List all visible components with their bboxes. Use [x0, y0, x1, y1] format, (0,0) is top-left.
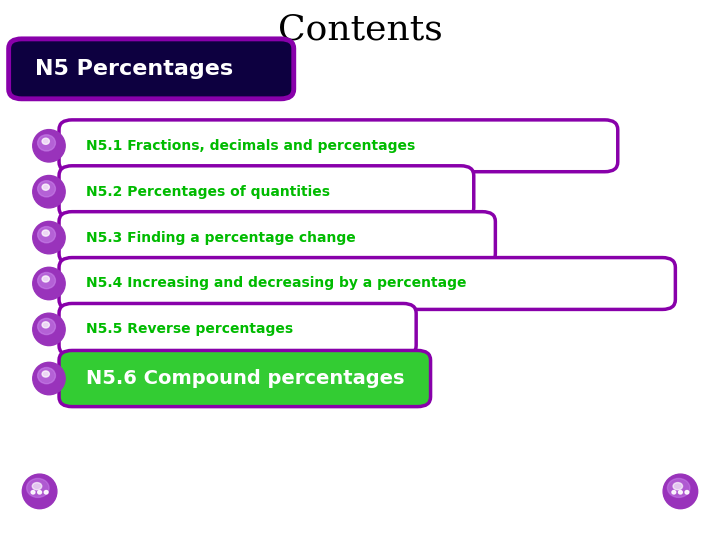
Ellipse shape [37, 227, 55, 243]
FancyBboxPatch shape [9, 39, 294, 99]
Text: N5.5 Reverse percentages: N5.5 Reverse percentages [86, 322, 294, 336]
Text: Contents: Contents [278, 13, 442, 46]
Ellipse shape [37, 490, 42, 494]
FancyBboxPatch shape [59, 258, 675, 309]
Ellipse shape [44, 490, 48, 494]
Ellipse shape [663, 474, 698, 509]
Ellipse shape [42, 322, 50, 328]
Ellipse shape [33, 267, 65, 300]
Ellipse shape [37, 181, 55, 197]
Ellipse shape [672, 490, 676, 494]
Text: N5.3 Finding a percentage change: N5.3 Finding a percentage change [86, 231, 356, 245]
FancyBboxPatch shape [59, 212, 495, 264]
Ellipse shape [33, 130, 65, 162]
Ellipse shape [42, 184, 50, 190]
Text: N5.2 Percentages of quantities: N5.2 Percentages of quantities [86, 185, 330, 199]
Ellipse shape [42, 276, 50, 282]
Ellipse shape [37, 319, 55, 335]
Ellipse shape [37, 368, 55, 384]
Text: N5.4 Increasing and decreasing by a percentage: N5.4 Increasing and decreasing by a perc… [86, 276, 467, 291]
FancyBboxPatch shape [59, 350, 431, 407]
Ellipse shape [33, 176, 65, 208]
Text: N5 Percentages: N5 Percentages [35, 59, 233, 79]
Ellipse shape [27, 478, 49, 497]
Ellipse shape [42, 371, 50, 377]
Ellipse shape [37, 135, 55, 151]
Ellipse shape [37, 273, 55, 289]
FancyBboxPatch shape [59, 303, 416, 355]
Ellipse shape [31, 490, 35, 494]
Text: N5.1 Fractions, decimals and percentages: N5.1 Fractions, decimals and percentages [86, 139, 415, 153]
Text: N5.6 Compound percentages: N5.6 Compound percentages [86, 369, 405, 388]
Ellipse shape [33, 313, 65, 346]
FancyBboxPatch shape [59, 166, 474, 218]
Ellipse shape [33, 221, 65, 254]
FancyBboxPatch shape [59, 120, 618, 172]
Ellipse shape [22, 474, 57, 509]
Ellipse shape [42, 138, 50, 144]
Ellipse shape [32, 483, 42, 490]
Ellipse shape [678, 490, 683, 494]
Ellipse shape [685, 490, 689, 494]
Ellipse shape [42, 230, 50, 236]
Ellipse shape [673, 483, 683, 490]
Ellipse shape [33, 362, 65, 395]
Ellipse shape [667, 478, 690, 497]
